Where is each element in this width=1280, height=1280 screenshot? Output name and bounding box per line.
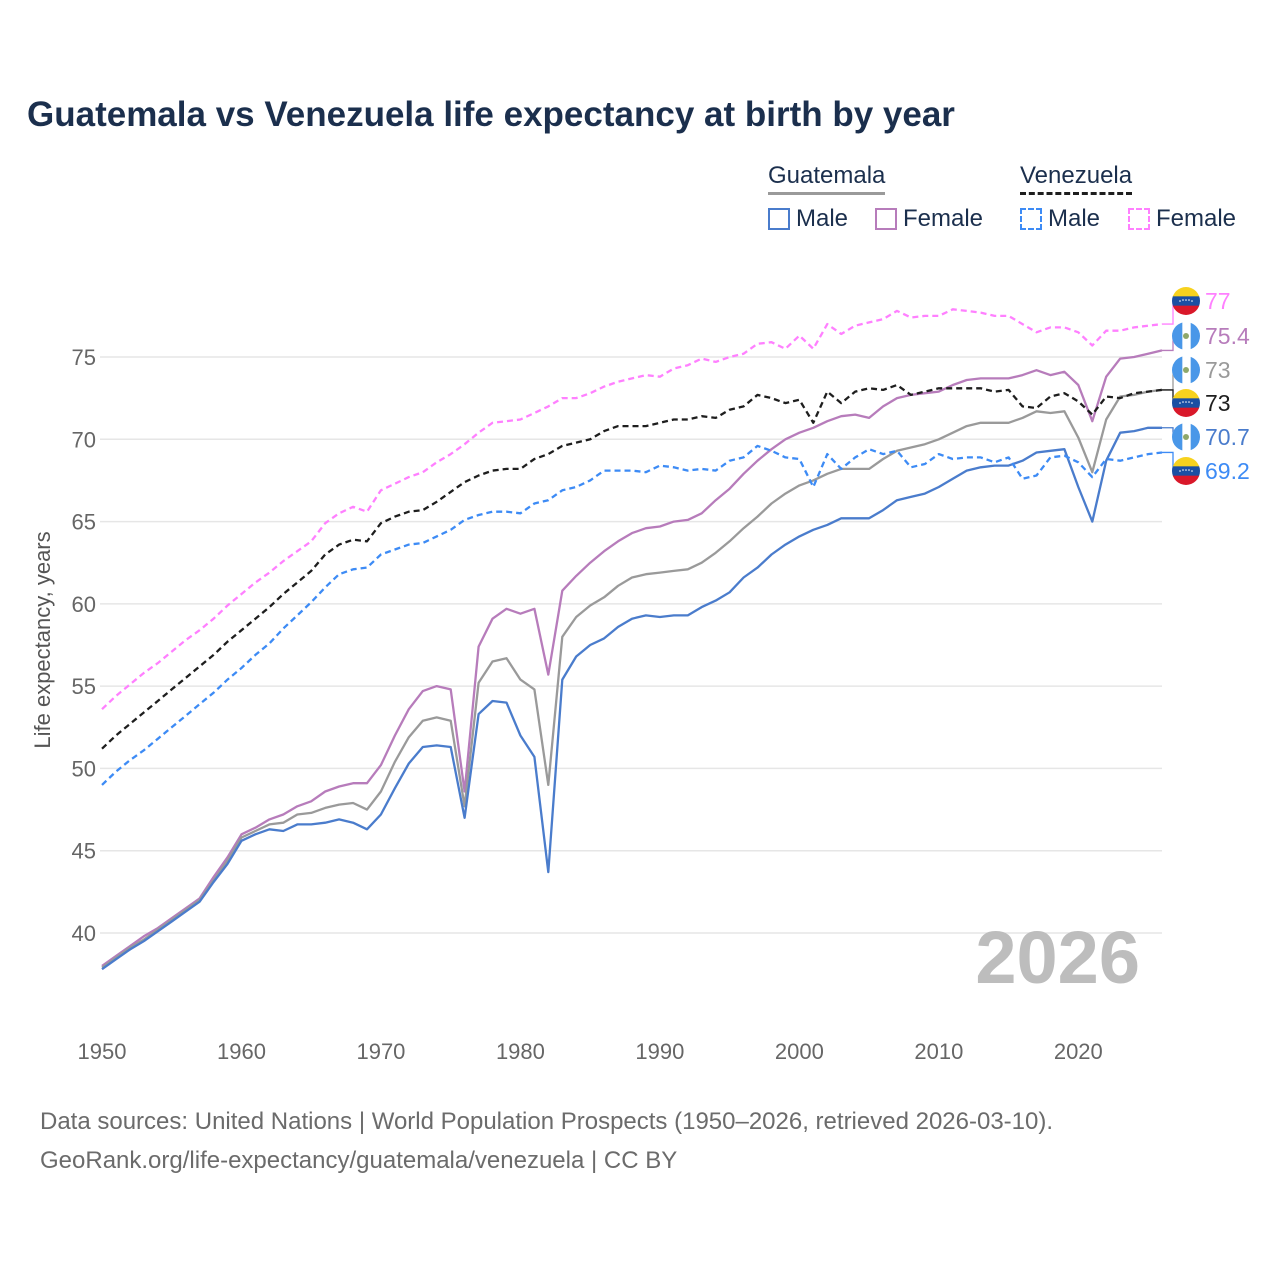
y-axis-ticks: 40 45 50 55 60 65 70 75 <box>72 345 96 946</box>
swatch-icon <box>1020 208 1042 230</box>
series-lines <box>101 308 1163 971</box>
x-tick-label: 1960 <box>217 1039 266 1064</box>
legend-item-label: Female <box>903 205 984 232</box>
gridlines <box>100 356 1162 934</box>
x-tick-label: 2000 <box>775 1039 824 1064</box>
legend-guatemala-line <box>768 192 886 195</box>
legend: Guatemala Venezuela Male Female Male Fem… <box>768 162 1248 242</box>
x-axis-ticks: 1950 1960 1970 1980 1990 2000 2010 2020 <box>78 1039 1103 1064</box>
guatemala-flag-icon <box>1172 322 1200 350</box>
end-value-label: 70.7 <box>1205 424 1250 450</box>
end-value-label: 69.2 <box>1205 458 1250 484</box>
series-line-venezuela[interactable] <box>101 383 1163 750</box>
end-value-label: 75.4 <box>1205 323 1250 349</box>
venezuela-flag-icon <box>1172 287 1200 315</box>
y-tick-label: 45 <box>72 839 96 864</box>
legend-group-label: Guatemala <box>768 162 886 189</box>
y-tick-label: 75 <box>72 345 96 370</box>
legend-venezuela-line <box>1020 192 1133 195</box>
end-label-group: 69.2 <box>1162 451 1250 485</box>
end-value-label: 73 <box>1205 357 1231 383</box>
legend-item-label: Male <box>1048 205 1101 232</box>
legend-item-label: Female <box>1156 205 1237 232</box>
legend-group-guatemala: Guatemala <box>768 162 886 195</box>
footer-url[interactable]: GeoRank.org/life-expectancy/guatemala/ve… <box>40 1147 678 1174</box>
end-label-group: 70.7 <box>1162 423 1250 451</box>
swatch-icon <box>875 208 897 230</box>
year-watermark: 2026 <box>975 916 1140 999</box>
venezuela-flag-icon <box>1172 457 1200 485</box>
end-label-group: 77 <box>1162 287 1231 325</box>
legend-item-guatemala-male[interactable]: Male <box>768 205 848 233</box>
x-tick-label: 1950 <box>78 1039 127 1064</box>
end-label-group: 75.4 <box>1162 322 1250 352</box>
venezuela-flag-icon <box>1172 389 1200 417</box>
legend-item-label: Male <box>796 205 849 232</box>
y-tick-label: 60 <box>72 592 96 617</box>
y-axis-label: Life expectancy, years <box>30 531 55 748</box>
legend-item-venezuela-male[interactable]: Male <box>1020 205 1100 233</box>
series-line-guatemala-female[interactable] <box>101 349 1163 967</box>
x-tick-label: 1970 <box>356 1039 405 1064</box>
y-tick-label: 40 <box>72 921 96 946</box>
guatemala-flag-icon <box>1172 423 1200 451</box>
x-tick-label: 2020 <box>1054 1039 1103 1064</box>
end-label-group: 73 <box>1162 389 1231 417</box>
end-value-label: 73 <box>1205 390 1231 416</box>
y-tick-label: 65 <box>72 510 96 535</box>
series-line-venezuela-female[interactable] <box>101 308 1163 711</box>
series-line-guatemala-male[interactable] <box>101 426 1162 971</box>
guatemala-flag-icon <box>1172 356 1200 384</box>
y-tick-label: 50 <box>72 756 96 781</box>
x-tick-label: 1990 <box>635 1039 684 1064</box>
end-label-group: 73 <box>1162 356 1231 391</box>
legend-group-venezuela: Venezuela <box>1020 162 1133 195</box>
x-tick-label: 1980 <box>496 1039 545 1064</box>
end-value-label: 77 <box>1205 288 1231 314</box>
swatch-icon <box>1128 208 1150 230</box>
chart-title: Guatemala vs Venezuela life expectancy a… <box>27 95 955 134</box>
legend-group-label: Venezuela <box>1020 162 1133 189</box>
series-line-guatemala[interactable] <box>101 388 1163 969</box>
end-labels: 77 75.4 73 73 70.7 69.2 <box>1162 287 1250 485</box>
footer-sources: Data sources: United Nations | World Pop… <box>40 1108 1054 1135</box>
swatch-icon <box>768 208 790 230</box>
x-tick-label: 2010 <box>914 1039 963 1064</box>
series-line-venezuela-male[interactable] <box>101 444 1163 786</box>
y-tick-label: 70 <box>72 427 96 452</box>
legend-item-guatemala-female[interactable]: Female <box>875 205 983 233</box>
y-tick-label: 55 <box>72 674 96 699</box>
legend-item-venezuela-female[interactable]: Female <box>1128 205 1236 233</box>
